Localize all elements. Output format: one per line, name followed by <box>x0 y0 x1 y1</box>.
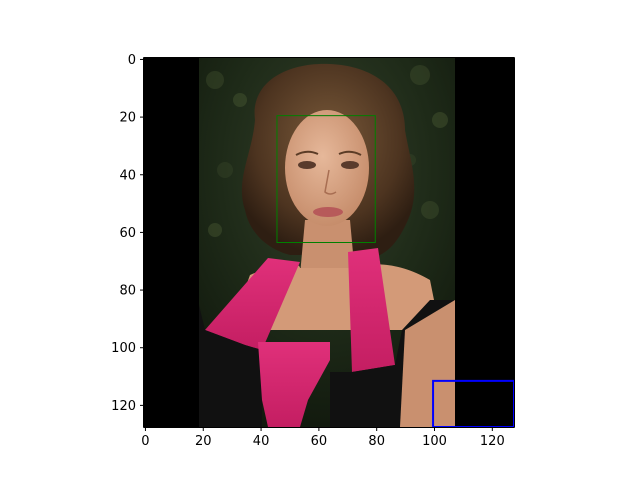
pink-center-panel <box>258 342 330 427</box>
y-tick-label: 80 <box>119 284 136 299</box>
x-tick-label: 120 <box>480 434 505 449</box>
bounding-boxes <box>276 115 514 427</box>
x-tick-label: 100 <box>422 434 447 449</box>
left-pink-lapel <box>205 258 300 350</box>
nose <box>324 169 337 195</box>
y-axis: 0 20 40 60 80 100 120 <box>111 53 144 414</box>
x-tick-label: 20 <box>195 434 212 449</box>
y-tick-label: 60 <box>119 226 136 241</box>
x-tick-label: 60 <box>311 434 328 449</box>
neck <box>300 220 355 275</box>
face-box <box>276 115 376 243</box>
right-eye <box>341 161 359 169</box>
x-tick-label: 40 <box>253 434 270 449</box>
face <box>285 110 369 226</box>
y-tick-label: 40 <box>119 168 136 183</box>
photo <box>144 58 514 427</box>
right-pink-lapel <box>348 248 395 372</box>
right-arm <box>400 300 455 427</box>
left-eye <box>298 161 316 169</box>
y-tick-label: 0 <box>128 53 136 68</box>
x-axis: 0 20 40 60 80 100 120 <box>141 427 505 449</box>
dress-left <box>199 305 262 427</box>
y-tick-label: 20 <box>119 111 136 126</box>
y-tick-label: 120 <box>111 399 136 414</box>
corner-box <box>432 379 514 427</box>
y-tick-label: 100 <box>111 341 136 356</box>
x-tick-label: 80 <box>368 434 385 449</box>
lips <box>313 207 343 217</box>
x-tick-label: 0 <box>141 434 149 449</box>
axes-frame <box>143 57 515 428</box>
